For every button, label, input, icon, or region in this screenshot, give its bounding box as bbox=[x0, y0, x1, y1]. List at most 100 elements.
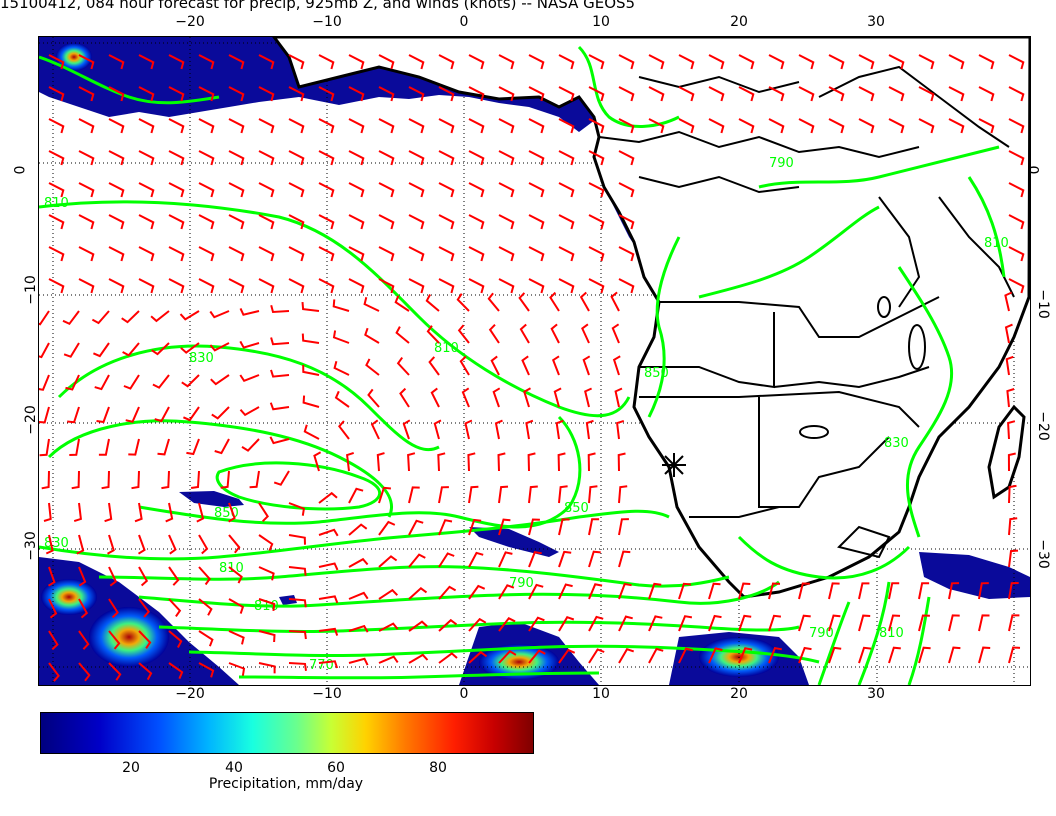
wind-barb bbox=[588, 485, 598, 504]
wind-barb-icon bbox=[39, 54, 1025, 682]
wind-barb bbox=[888, 582, 900, 600]
colorbar-tick: 60 bbox=[327, 760, 345, 776]
contour-labels: 810 830 850 850 830 810 790 810 770 790 … bbox=[44, 156, 1009, 673]
wind-barb bbox=[318, 86, 335, 102]
wind-barb bbox=[408, 54, 425, 70]
wind-barb bbox=[302, 395, 320, 408]
wind-barb bbox=[138, 278, 155, 294]
wind-barb bbox=[1008, 54, 1025, 70]
wind-barb bbox=[138, 566, 149, 587]
wind-barb bbox=[333, 360, 350, 376]
wind-barb bbox=[558, 150, 575, 166]
wind-barb bbox=[138, 86, 155, 102]
wind-barb bbox=[318, 214, 335, 230]
wind-barb bbox=[98, 438, 110, 456]
wind-barb bbox=[198, 598, 213, 616]
wind-barb bbox=[138, 662, 153, 681]
wind-barb bbox=[258, 598, 276, 612]
wind-barb bbox=[228, 566, 243, 584]
wind-barb bbox=[318, 491, 338, 504]
wind-barb bbox=[738, 86, 755, 102]
wind-barb bbox=[198, 86, 215, 102]
wind-barb bbox=[1007, 420, 1016, 440]
wind-barb bbox=[438, 618, 458, 632]
wind-barb bbox=[430, 387, 440, 408]
wind-barb bbox=[211, 406, 230, 420]
wind-barb bbox=[464, 419, 473, 440]
wind-barb bbox=[437, 452, 446, 472]
contour-label: 790 bbox=[509, 576, 534, 591]
wind-barb bbox=[948, 614, 960, 632]
wind-barb bbox=[108, 566, 118, 587]
wind-barb bbox=[918, 118, 935, 134]
wind-barb bbox=[288, 182, 305, 198]
wind-barb bbox=[828, 118, 845, 134]
wind-barb bbox=[408, 486, 420, 504]
wind-barb bbox=[468, 278, 485, 294]
wind-barb bbox=[528, 246, 545, 262]
wind-barb bbox=[618, 182, 635, 198]
wind-barb bbox=[678, 86, 695, 102]
wind-barb bbox=[798, 614, 811, 632]
wind-barb bbox=[528, 278, 545, 294]
wind-barb bbox=[228, 182, 245, 198]
wind-barb bbox=[588, 214, 605, 230]
wind-barb bbox=[332, 299, 350, 312]
wind-barb bbox=[648, 615, 663, 632]
wind-barb bbox=[348, 182, 365, 198]
wind-barb bbox=[108, 630, 121, 650]
wind-barb bbox=[288, 502, 306, 516]
wind-barb bbox=[228, 534, 241, 554]
wind-barb bbox=[426, 325, 440, 344]
wind-barb bbox=[45, 534, 54, 555]
wind-barb bbox=[239, 340, 260, 349]
wind-barb bbox=[585, 419, 594, 440]
wind-barb bbox=[438, 552, 455, 568]
wind-barb bbox=[858, 118, 875, 134]
wind-barb bbox=[678, 118, 695, 134]
wind-barb bbox=[288, 118, 305, 134]
wind-barb bbox=[348, 86, 365, 102]
wind-barb bbox=[648, 54, 665, 70]
wind-barb bbox=[179, 310, 200, 321]
wind-barb bbox=[348, 657, 369, 666]
wind-barb bbox=[138, 118, 155, 134]
wind-barb bbox=[107, 534, 115, 555]
wind-barb bbox=[138, 54, 155, 70]
wind-barb bbox=[708, 614, 722, 632]
wind-barb bbox=[73, 502, 82, 523]
wind-barb bbox=[370, 419, 380, 440]
lakes bbox=[799, 296, 926, 439]
wind-barb bbox=[528, 182, 545, 198]
wind-barb bbox=[468, 150, 485, 166]
wind-barb bbox=[91, 310, 110, 325]
wind-barb bbox=[318, 660, 339, 669]
wind-barb bbox=[220, 470, 230, 489]
wind-barb bbox=[228, 278, 245, 294]
wind-barb bbox=[438, 54, 455, 70]
wind-barb bbox=[528, 150, 545, 166]
wind-barb bbox=[78, 182, 95, 198]
wind-barb bbox=[1008, 150, 1025, 166]
wind-barb bbox=[104, 502, 113, 523]
wind-barb bbox=[581, 323, 590, 344]
contour-label: 830 bbox=[189, 351, 214, 366]
wind-barb bbox=[558, 118, 575, 134]
wind-barb bbox=[138, 246, 155, 262]
wind-barb bbox=[1008, 646, 1021, 664]
wind-barb bbox=[738, 614, 752, 632]
wind-barb bbox=[768, 582, 781, 600]
wind-barb bbox=[1004, 291, 1013, 312]
wind-barb bbox=[288, 54, 305, 70]
wind-barb bbox=[618, 518, 629, 536]
wind-barb bbox=[678, 582, 691, 600]
wind-barb bbox=[618, 278, 635, 294]
wind-barb bbox=[588, 648, 605, 664]
contour-layer bbox=[39, 45, 1006, 685]
wind-barb bbox=[348, 523, 368, 536]
wind-barb bbox=[228, 630, 245, 645]
wind-barb bbox=[498, 246, 515, 262]
wind-barb bbox=[138, 630, 152, 649]
wind-barb bbox=[303, 424, 320, 440]
wind-barb bbox=[378, 655, 399, 664]
